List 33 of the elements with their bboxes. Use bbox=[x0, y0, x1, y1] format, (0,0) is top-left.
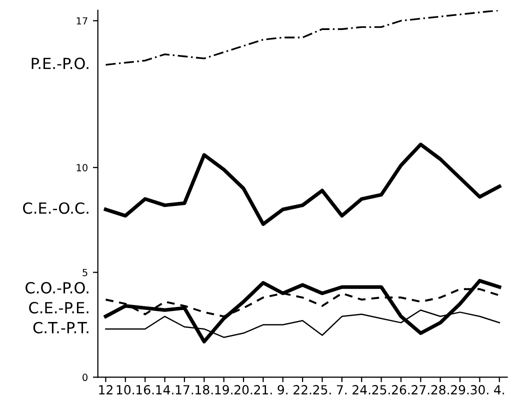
line-series bbox=[104, 10, 500, 66]
x-tick-label: 16. bbox=[136, 385, 154, 395]
series-label: C.E.-P.E. bbox=[29, 302, 88, 314]
x-tick-label: 21. bbox=[254, 385, 272, 394]
x-tick-label: 24. bbox=[352, 385, 370, 394]
line-series bbox=[104, 278, 502, 344]
series-label: P.E.-P.O. bbox=[32, 58, 88, 70]
x-tick-label: 29. bbox=[451, 385, 469, 395]
series-label: C.E.-O.C. bbox=[23, 202, 88, 214]
x-tick-label: 28. bbox=[431, 385, 449, 395]
x-tick-label: 25. bbox=[372, 385, 390, 395]
x-tick-label: 26. bbox=[392, 385, 410, 395]
x-tick-label: 19. bbox=[215, 385, 232, 395]
x-tick-label: 30. bbox=[470, 385, 488, 395]
series-label: C.O.-P.O. bbox=[26, 282, 88, 294]
y-tick-label: 17 bbox=[76, 17, 88, 24]
x-tick-label: 9. bbox=[278, 385, 288, 395]
x-tick-label: 27. bbox=[412, 385, 430, 394]
x-tick-label: 14. bbox=[156, 385, 174, 394]
x-tick-label: 22. bbox=[294, 385, 312, 394]
x-tick-label: 17. bbox=[176, 385, 194, 394]
x-tick-label: 4. bbox=[494, 385, 504, 394]
x-tick-label: 10. bbox=[116, 385, 134, 395]
y-tick-label: 5 bbox=[82, 268, 88, 276]
x-tick-label: 20. bbox=[234, 385, 252, 395]
x-tick-label: 12 bbox=[99, 385, 112, 394]
x-tick-label: 18. bbox=[196, 385, 213, 395]
y-tick-label: 0 bbox=[82, 374, 88, 382]
x-tick-label: 7. bbox=[336, 385, 347, 394]
y-tick-label: 10 bbox=[76, 164, 88, 172]
x-tick-label: 25. bbox=[313, 385, 331, 395]
line-series bbox=[104, 142, 502, 226]
series-label: C.T.-P.T. bbox=[33, 322, 88, 334]
